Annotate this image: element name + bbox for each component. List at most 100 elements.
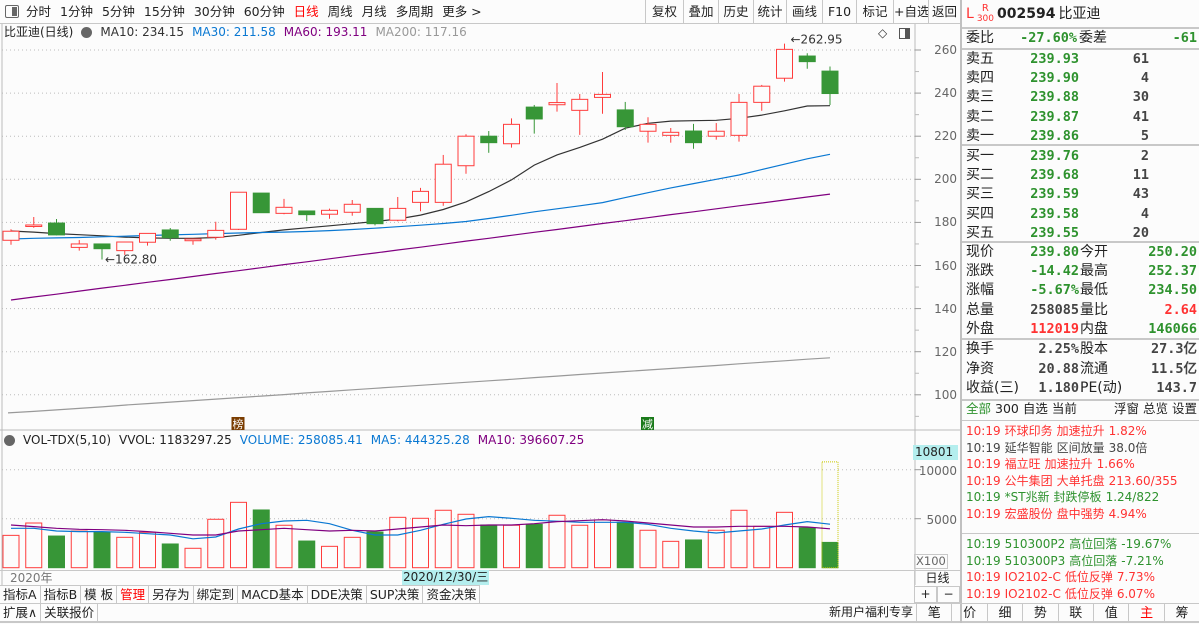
indicator-tab-1[interactable]: 指标B xyxy=(40,585,82,603)
period-tab-1[interactable]: 1分钟 xyxy=(60,4,93,19)
indicator-tab-3[interactable]: 管理 xyxy=(117,585,150,603)
quote-label: 现价 xyxy=(966,244,994,260)
asks-price[interactable]: 239.93 xyxy=(1030,51,1079,67)
fundamental-label: 净资 xyxy=(966,360,994,377)
period-tab-5[interactable]: 60分钟 xyxy=(243,4,285,19)
volume-bar xyxy=(594,519,611,569)
period-tab-2[interactable]: 5分钟 xyxy=(101,4,135,19)
side-button-4[interactable]: 联 xyxy=(1057,603,1093,623)
side-button-2[interactable]: 细 xyxy=(986,603,1023,623)
side-button-7[interactable]: 筹 xyxy=(1163,603,1199,623)
toolbar-button-7[interactable]: +自选 xyxy=(893,0,928,24)
period-tab-7[interactable]: 周线 xyxy=(327,4,353,19)
indicator-tab-0[interactable]: 指标A xyxy=(0,585,41,603)
alert-filter-1[interactable]: 300 xyxy=(995,401,1019,416)
diamond-icon[interactable]: ◇ xyxy=(878,26,888,40)
period-tab-4[interactable]: 30分钟 xyxy=(193,4,235,19)
period-tab-9[interactable]: 多周期 xyxy=(395,4,434,19)
period-tab-0[interactable]: 分时 xyxy=(26,4,52,19)
asks-label: 卖五 xyxy=(966,51,994,67)
alerts-item[interactable]: 10:19 宏盛股份 盘中强势 4.94% xyxy=(966,507,1147,523)
alert-option-2[interactable]: 设置 xyxy=(1171,401,1197,416)
alert-option-0[interactable]: 浮窗 xyxy=(1113,401,1139,416)
alerts2-item[interactable]: 10:19 IO2102-C 低位反弹 6.07% xyxy=(966,587,1155,603)
alerts2-name: IO2102-C xyxy=(1004,586,1061,601)
indicator-tab-9[interactable]: 资金决策 xyxy=(423,585,481,603)
bids-price[interactable]: 239.76 xyxy=(1030,148,1079,164)
period-tab-6[interactable]: 日线 xyxy=(293,4,319,19)
kline-chart[interactable]: ←162.80 ←262.95 榜 减 xyxy=(0,0,960,585)
volume-collapse-icon[interactable] xyxy=(4,435,15,446)
indicator-tabs: 指标A 指标B 模 板管理 另存为 绑定到 MACD基本 DDE决策 SUP决策 资金决策 xyxy=(0,585,481,603)
collapse-icon[interactable] xyxy=(81,27,93,38)
toolbar-button-0[interactable]: 复权 xyxy=(645,0,683,24)
side-button-5[interactable]: 值 xyxy=(1093,603,1129,623)
bids-price[interactable]: 239.58 xyxy=(1030,205,1079,222)
alerts2-item[interactable]: 10:19 510300P2 高位回落 -19.67% xyxy=(966,537,1171,553)
side-button-6[interactable]: 主 xyxy=(1128,603,1164,623)
side-button-1[interactable]: 价 xyxy=(951,603,987,623)
volume-bar xyxy=(616,521,634,569)
alerts-value: 1.24/822 xyxy=(1105,490,1160,504)
bids-price[interactable]: 239.55 xyxy=(1030,224,1079,241)
bids-label: 买一 xyxy=(966,148,994,164)
period-label[interactable]: 日线 xyxy=(914,570,960,586)
alerts-item[interactable]: 10:19 *ST兆新 封跌停板 1.24/822 xyxy=(966,490,1159,506)
asks-price[interactable]: 239.88 xyxy=(1030,89,1079,106)
indicator-tab-6[interactable]: MACD基本 xyxy=(238,585,308,603)
toolbar-button-3[interactable]: 统计 xyxy=(753,0,786,24)
asks-price[interactable]: 239.87 xyxy=(1030,108,1079,125)
bids-price[interactable]: 239.68 xyxy=(1030,167,1079,184)
toolbar-button-5[interactable]: F10 xyxy=(822,0,856,24)
alerts-item[interactable]: 10:19 环球印务 加速拉升 1.82% xyxy=(966,424,1147,440)
fundamental-value: 2.25% xyxy=(1038,341,1079,357)
toolbar-button-8[interactable]: 返回 xyxy=(928,0,960,24)
indicator-tab-5[interactable]: 绑定到 xyxy=(193,585,239,603)
toolbar-button-1[interactable]: 叠加 xyxy=(683,0,718,24)
alerts-item[interactable]: 10:19 公牛集团 大单托盘 213.60/355 xyxy=(966,474,1178,490)
promo-link[interactable]: 新用户福利专享 xyxy=(828,605,913,619)
indicator-tab-2[interactable]: 模 板 xyxy=(81,585,118,603)
side-button-3[interactable]: 势 xyxy=(1022,603,1058,623)
price-axis-label: 200 xyxy=(934,172,957,187)
alert-filter-0[interactable]: 全部 xyxy=(966,401,992,416)
bids-price[interactable]: 239.59 xyxy=(1030,186,1079,203)
alerts-value: 38.0倍 xyxy=(1108,440,1148,455)
chart-title: 比亚迪(日线) xyxy=(4,25,74,39)
indicator-tab-7[interactable]: DDE决策 xyxy=(307,585,367,603)
alerts2-item[interactable]: 10:19 510300P3 高位回落 -7.21% xyxy=(966,554,1164,570)
period-tab-10[interactable]: 更多 > xyxy=(442,4,482,19)
volume-bar xyxy=(685,539,702,569)
alerts2-value: -19.67% xyxy=(1121,537,1172,551)
volume-bar xyxy=(139,531,156,569)
alerts2-name: 510300P2 xyxy=(1004,537,1066,551)
zoom-out-button[interactable]: − xyxy=(937,586,960,603)
alert-filter-2[interactable]: 自选 xyxy=(1022,401,1048,416)
quote-label: 总量 xyxy=(966,301,994,318)
extend-tab-0[interactable]: 扩展∧ xyxy=(0,603,42,621)
toolbar-button-2[interactable]: 历史 xyxy=(718,0,753,24)
asks-price[interactable]: 239.86 xyxy=(1030,127,1079,144)
candle-body xyxy=(730,101,748,136)
alerts2-item[interactable]: 10:19 IO2102-C 低位反弹 7.73% xyxy=(966,570,1155,586)
panel-toggle-icon[interactable] xyxy=(899,28,910,39)
candle-body xyxy=(321,209,338,215)
extend-tab-1[interactable]: 关联报价 xyxy=(41,603,99,621)
period-tab-3[interactable]: 15分钟 xyxy=(143,4,185,19)
indicator-tab-4[interactable]: 另存为 xyxy=(149,585,194,603)
candle-body xyxy=(230,191,247,230)
alert-option-1[interactable]: 总览 xyxy=(1142,401,1168,416)
alert-filter-3[interactable]: 当前 xyxy=(1051,401,1077,416)
sidebar-toggle-icon[interactable] xyxy=(5,5,19,18)
volume-bar xyxy=(321,545,338,569)
toolbar-button-4[interactable]: 画线 xyxy=(786,0,822,24)
zoom-in-button[interactable]: + xyxy=(914,586,937,603)
asks-price[interactable]: 239.90 xyxy=(1030,70,1079,87)
side-button-0[interactable]: 笔 xyxy=(916,603,952,623)
alerts-item[interactable]: 10:19 延华智能 区间放量 38.0倍 xyxy=(966,441,1147,457)
period-tab-8[interactable]: 月线 xyxy=(361,4,387,19)
indicator-tab-8[interactable]: SUP决策 xyxy=(366,585,424,603)
alerts-item[interactable]: 10:19 福立旺 加速拉升 1.66% xyxy=(966,457,1135,473)
stock-code: 002594 xyxy=(997,5,1056,22)
toolbar-button-6[interactable]: 标记 xyxy=(856,0,893,24)
